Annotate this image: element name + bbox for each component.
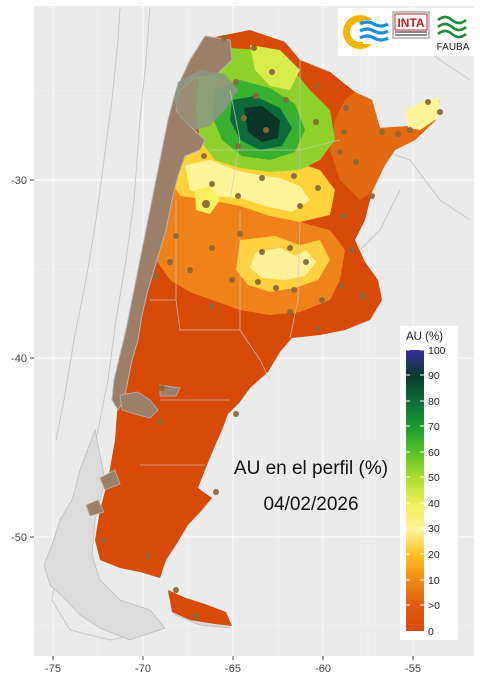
y-tick-label: -40 <box>11 353 27 365</box>
andes-puna-grey <box>174 70 238 130</box>
orange-northeast <box>330 92 440 200</box>
legend-label: 40 <box>428 498 440 510</box>
fauba-logo-text: FAUBA <box>437 42 470 53</box>
legend-colorbar <box>406 350 424 631</box>
y-axis-labels: -30 -40 -50 <box>11 175 27 544</box>
legend-label: 70 <box>428 421 440 433</box>
light-yellow-north <box>185 160 310 212</box>
x-tick-label: -70 <box>135 663 151 675</box>
inta-logo: INTA <box>392 11 430 39</box>
legend-title: AU (%) <box>406 331 443 343</box>
legend-label: 0 <box>428 626 434 638</box>
fauba-logo: FAUBA <box>436 12 470 53</box>
map-title: AU en el perfil (%) <box>234 458 388 479</box>
y-tick-label: -50 <box>11 532 27 544</box>
org-logo-icon <box>343 15 389 49</box>
andes-nodata <box>111 35 233 411</box>
x-tick-label: -55 <box>405 663 421 675</box>
legend-label: 20 <box>428 549 440 561</box>
legend-label: 90 <box>428 370 440 382</box>
darkest-core <box>244 106 280 142</box>
light-green-north <box>250 45 300 90</box>
logo-panel: INTA FAUBA <box>338 8 474 56</box>
legend-label: >0 <box>428 600 440 612</box>
legend-label: 50 <box>428 472 440 484</box>
yellow-spot-west <box>195 186 220 214</box>
x-axis-labels: -75 -70 -65 -60 -55 <box>45 663 421 675</box>
legend-label: 80 <box>428 396 440 408</box>
y-tick-label: -30 <box>11 175 27 187</box>
inta-logo-text: INTA <box>397 16 424 30</box>
map-date: 04/02/2026 <box>263 494 358 515</box>
x-tick-label: -60 <box>315 663 331 675</box>
legend: AU (%) <box>400 326 458 640</box>
weather-stations <box>101 35 443 619</box>
x-tick-label: -75 <box>45 663 61 675</box>
legend-label: 30 <box>428 523 440 535</box>
x-tick-label: -65 <box>225 663 241 675</box>
tierra-del-fuego <box>168 590 232 626</box>
andes-patches-south <box>85 384 181 517</box>
legend-label: 60 <box>428 447 440 459</box>
axis-ticks <box>30 179 414 660</box>
legend-label: 100 <box>428 345 446 357</box>
province-borders <box>140 60 341 466</box>
yellow-spot-northeast <box>405 98 440 130</box>
legend-label: 10 <box>428 575 440 587</box>
